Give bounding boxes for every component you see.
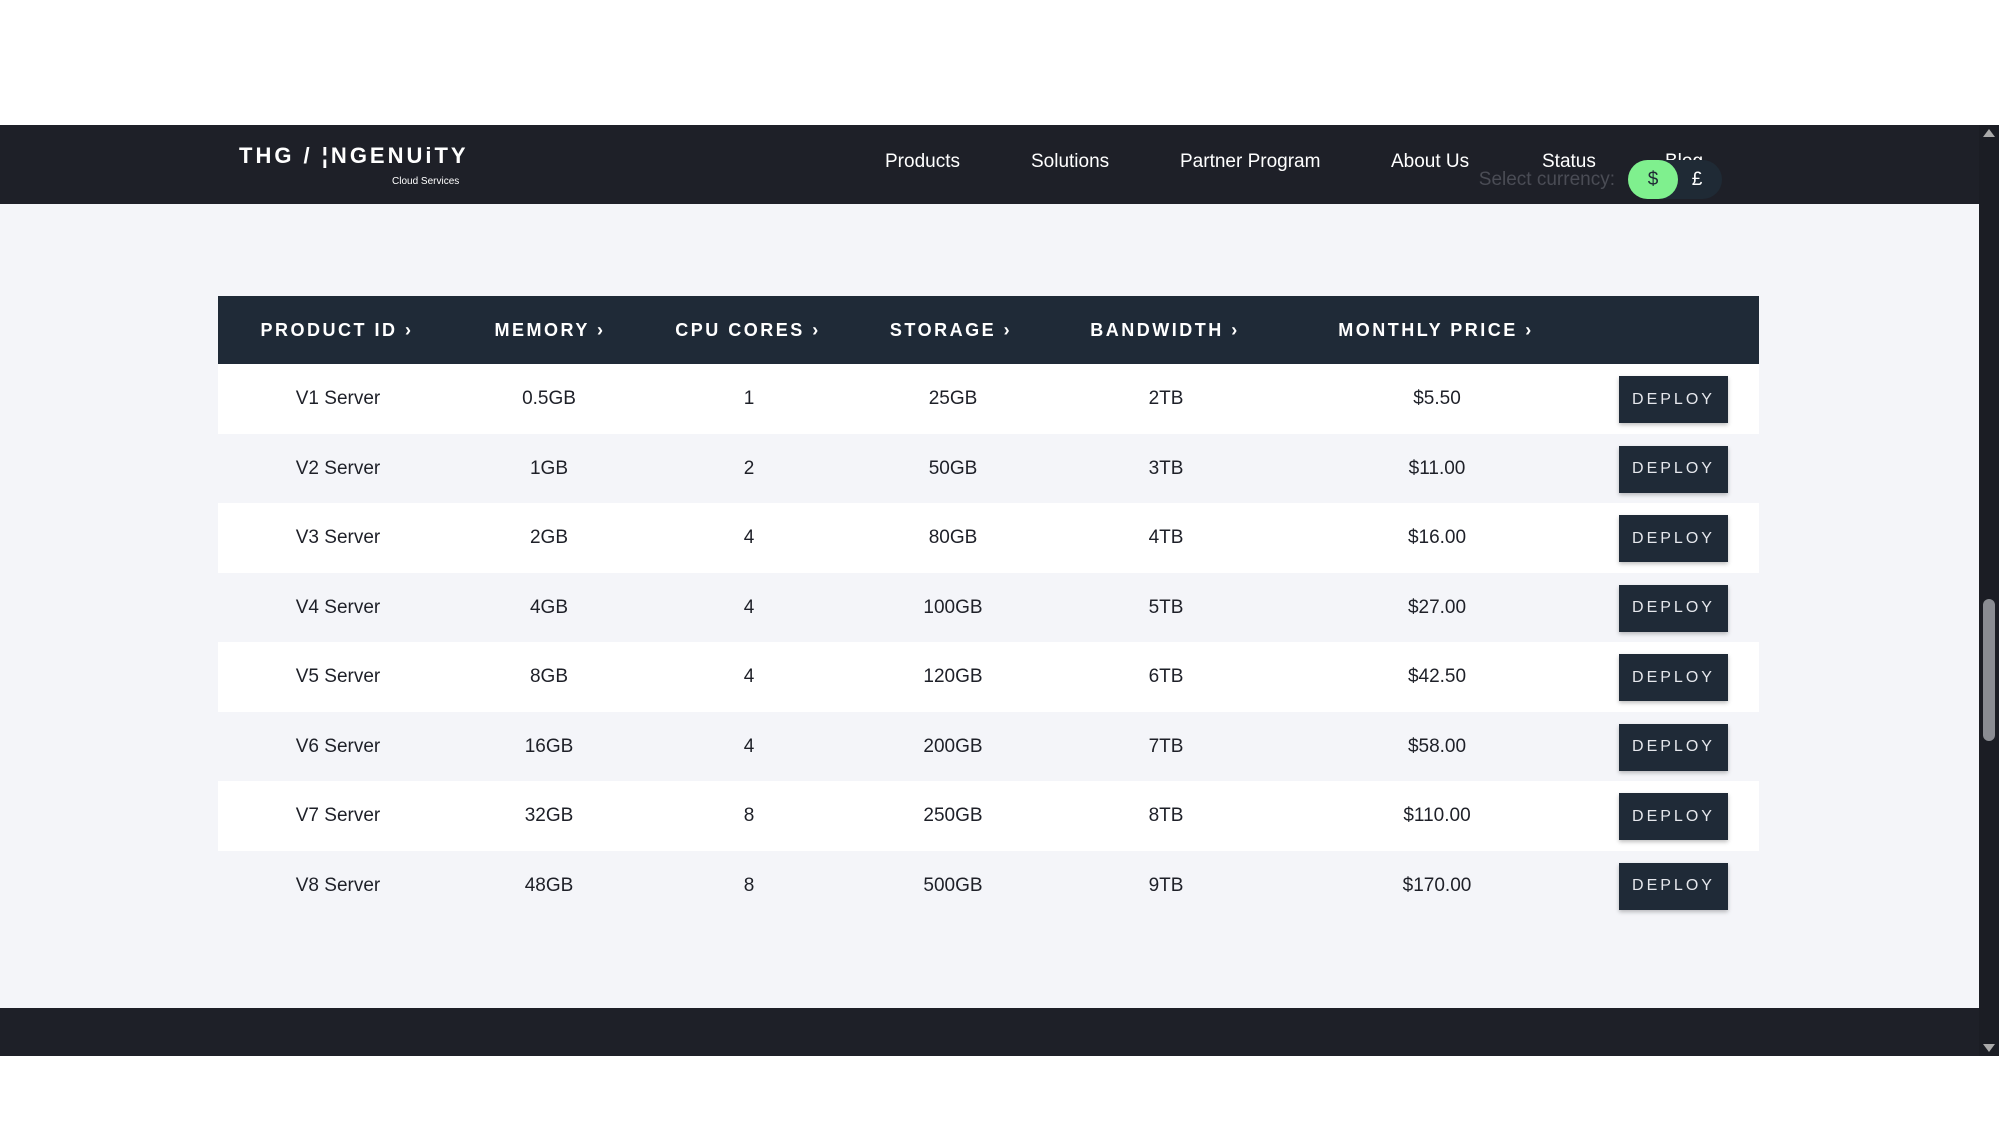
cell-bandwidth: 3TB (1148, 457, 1184, 479)
cell-monthly-price: $58.00 (1407, 735, 1467, 757)
cell-memory: 48GB (524, 874, 574, 896)
cell-product-id: V7 Server (295, 805, 381, 826)
cell-storage: 200GB (923, 735, 983, 757)
logo-tagline: Cloud Services (392, 176, 460, 187)
cell-memory: 32GB (524, 805, 574, 826)
table-row: V2 Server 1GB 2 50GB 3TB $11.00 DEPLOY (218, 433, 1759, 503)
deploy-button[interactable]: DEPLOY (1619, 445, 1728, 493)
cell-monthly-price: $170.00 (1402, 874, 1472, 896)
table-row: V5 Server 8GB 4 120GB 6TB $42.50 DEPLOY (218, 642, 1759, 712)
header-product-id[interactable]: PRODUCT ID › (260, 320, 414, 340)
cell-monthly-price: $5.50 (1413, 388, 1461, 409)
cell-cpu-cores: 8 (743, 874, 755, 896)
main-nav: Products Solutions Partner Program About… (0, 125, 1979, 204)
scroll-down-arrow-icon[interactable] (1983, 1044, 1995, 1052)
deploy-button[interactable]: DEPLOY (1619, 376, 1728, 423)
vertical-scrollbar[interactable] (1979, 125, 1999, 1056)
header-bandwidth[interactable]: BANDWIDTH › (1090, 320, 1240, 340)
cell-product-id: V6 Server (295, 735, 381, 757)
cell-storage: 25GB (928, 388, 978, 409)
cell-bandwidth: 5TB (1148, 596, 1184, 618)
cell-storage: 80GB (928, 527, 978, 548)
pricing-table: PRODUCT ID › MEMORY › CPU CORES › STORAG… (218, 296, 1759, 920)
cell-cpu-cores: 1 (743, 388, 755, 409)
cell-bandwidth: 2TB (1148, 388, 1184, 409)
cell-storage: 250GB (923, 805, 983, 826)
header-memory[interactable]: MEMORY › (494, 320, 606, 340)
header-storage[interactable]: STORAGE › (889, 320, 1013, 340)
cell-bandwidth: 9TB (1148, 874, 1184, 896)
table-row: V4 Server 4GB 4 100GB 5TB $27.00 DEPLOY (218, 572, 1759, 642)
currency-option-gbp[interactable]: £ (1691, 169, 1703, 190)
cell-memory: 2GB (529, 527, 569, 548)
nav-status[interactable]: Status (1542, 151, 1596, 172)
cell-storage: 100GB (923, 596, 983, 618)
table-header: PRODUCT ID › MEMORY › CPU CORES › STORAG… (218, 296, 1759, 364)
deploy-button[interactable]: DEPLOY (1619, 723, 1728, 771)
deploy-button[interactable]: DEPLOY (1619, 584, 1728, 632)
nav-solutions[interactable]: Solutions (1031, 151, 1110, 172)
scrollbar-thumb[interactable] (1983, 599, 1995, 741)
cell-bandwidth: 7TB (1148, 735, 1184, 757)
header-cpu-cores[interactable]: CPU CORES › (675, 320, 821, 340)
deploy-button[interactable]: DEPLOY (1619, 654, 1728, 701)
cell-memory: 4GB (529, 596, 569, 618)
cell-memory: 16GB (524, 735, 574, 757)
nav-about-us[interactable]: About Us (1391, 151, 1470, 172)
cell-storage: 500GB (923, 874, 983, 896)
deploy-button[interactable]: DEPLOY (1619, 862, 1728, 910)
cell-memory: 1GB (529, 457, 569, 479)
cell-bandwidth: 4TB (1148, 527, 1184, 548)
cell-monthly-price: $42.50 (1407, 666, 1467, 687)
page-viewport: THG / ¦NGENUiTY Cloud Services Products … (0, 125, 1979, 1056)
logo-wordmark: THG / ¦NGENUiTY (239, 143, 469, 168)
cell-product-id: V2 Server (295, 457, 381, 479)
deploy-button[interactable]: DEPLOY (1619, 515, 1728, 562)
header-monthly-price[interactable]: MONTHLY PRICE › (1338, 320, 1534, 340)
cell-product-id: V4 Server (295, 596, 381, 618)
table-row: V3 Server 2GB 4 80GB 4TB $16.00 DEPLOY (218, 503, 1759, 573)
cell-cpu-cores: 8 (743, 805, 755, 826)
cell-memory: 8GB (529, 666, 569, 687)
cell-cpu-cores: 2 (743, 457, 755, 479)
table-row: V6 Server 16GB 4 200GB 7TB $58.00 DEPLOY (218, 711, 1759, 781)
scroll-up-arrow-icon[interactable] (1983, 129, 1995, 137)
table-row: V7 Server 32GB 8 250GB 8TB $110.00 DEPLOY (218, 781, 1759, 851)
cell-product-id: V5 Server (295, 666, 381, 687)
cell-bandwidth: 8TB (1148, 805, 1184, 826)
brand-logo[interactable]: THG / ¦NGENUiTY Cloud Services (239, 143, 469, 187)
cell-monthly-price: $11.00 (1408, 457, 1466, 479)
table-row: V1 Server 0.5GB 1 25GB 2TB $5.50 DEPLOY (218, 364, 1759, 434)
cell-memory: 0.5GB (522, 388, 576, 409)
nav-partner-program[interactable]: Partner Program (1180, 151, 1321, 172)
cell-cpu-cores: 4 (743, 596, 755, 618)
cell-product-id: V3 Server (295, 527, 381, 548)
cell-product-id: V8 Server (295, 874, 381, 896)
cell-bandwidth: 6TB (1148, 666, 1184, 687)
footer (0, 1008, 1979, 1056)
table-row: V8 Server 48GB 8 500GB 9TB $170.00 DEPLOY (218, 850, 1759, 920)
nav-products[interactable]: Products (885, 151, 960, 172)
cell-product-id: V1 Server (295, 388, 381, 409)
cell-monthly-price: $27.00 (1407, 596, 1467, 618)
cell-monthly-price: $16.00 (1407, 527, 1467, 548)
cell-storage: 120GB (923, 666, 983, 687)
currency-option-usd[interactable]: $ (1628, 160, 1678, 199)
currency-label: Select currency: (1478, 168, 1615, 190)
cell-monthly-price: $110.00 (1403, 805, 1471, 826)
cell-cpu-cores: 4 (743, 527, 755, 548)
cell-storage: 50GB (928, 457, 978, 479)
currency-toggle[interactable]: £ $ (1628, 160, 1722, 199)
cell-cpu-cores: 4 (743, 666, 755, 687)
deploy-button[interactable]: DEPLOY (1619, 793, 1728, 840)
currency-selector: Select currency: £ $ (1479, 160, 1722, 199)
table-body: V1 Server 0.5GB 1 25GB 2TB $5.50 DEPLOY V2 Serv… (218, 364, 1759, 920)
cell-cpu-cores: 4 (743, 735, 755, 757)
